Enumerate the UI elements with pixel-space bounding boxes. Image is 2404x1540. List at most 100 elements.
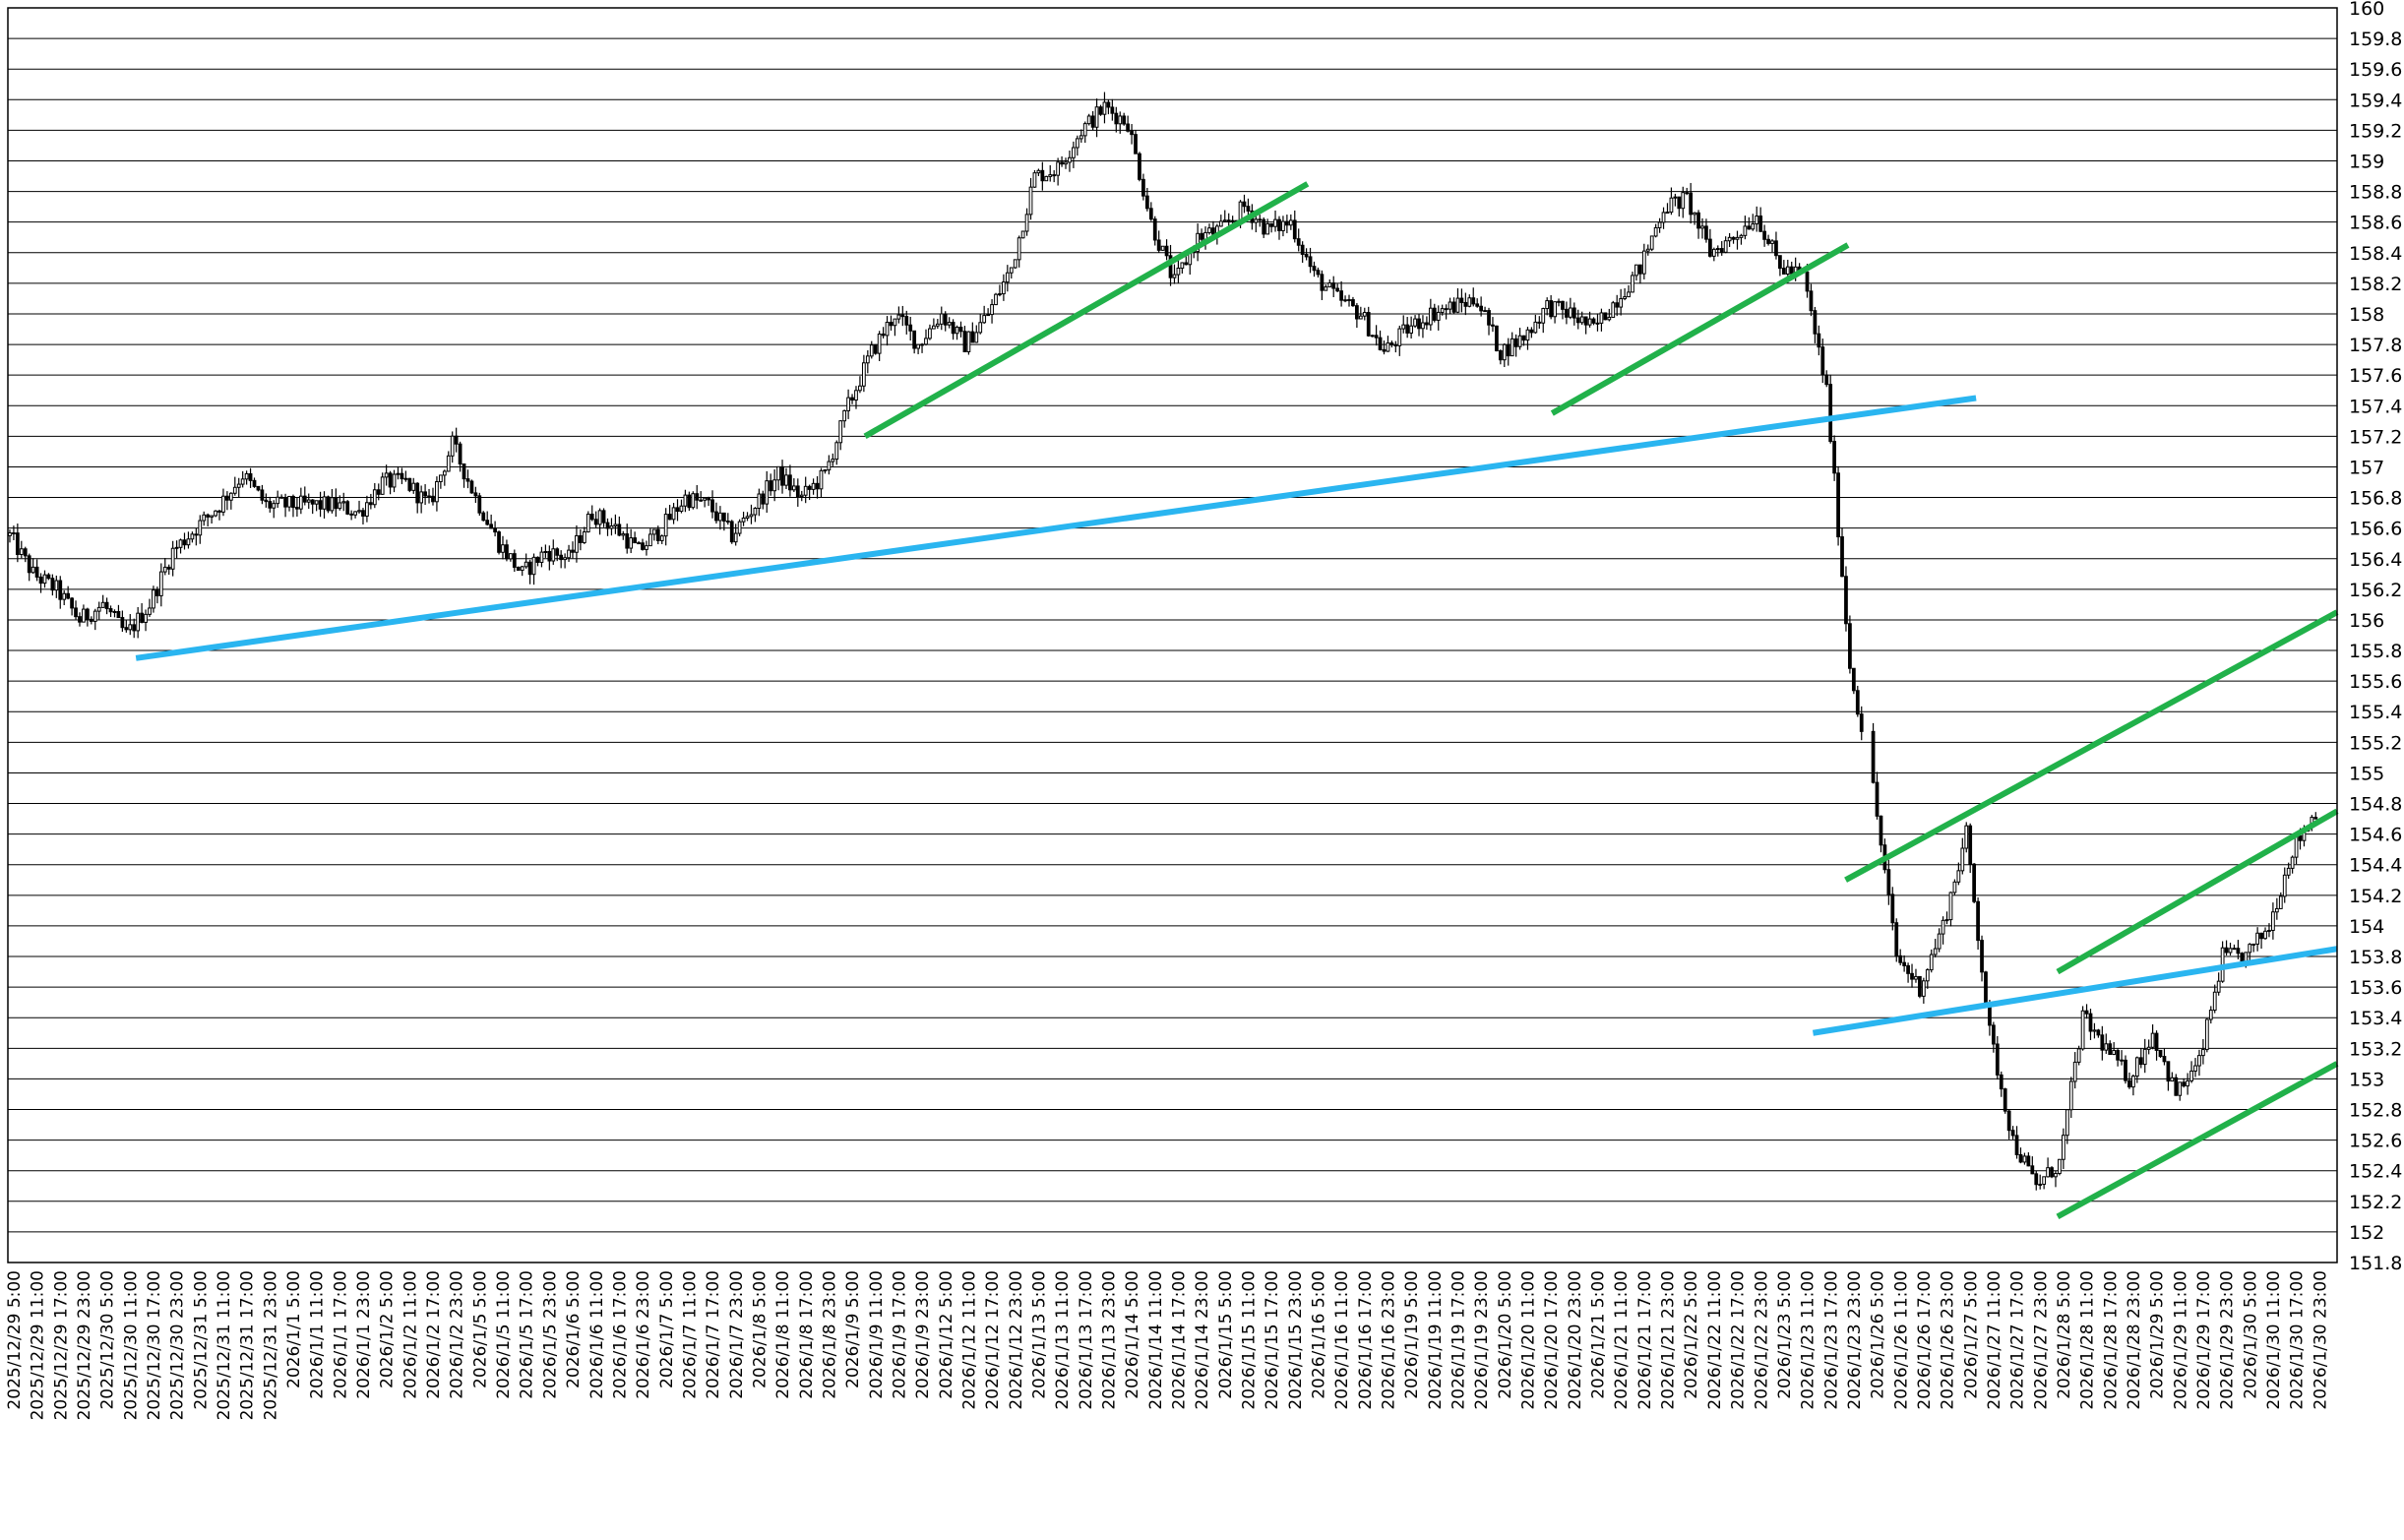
candle-body bbox=[1906, 964, 1910, 974]
candle-body bbox=[597, 510, 602, 525]
candle-body bbox=[1840, 536, 1844, 578]
candle-body bbox=[442, 470, 447, 476]
candle-body bbox=[1755, 216, 1759, 225]
candle-body bbox=[1024, 214, 1029, 232]
candle-body bbox=[155, 589, 159, 596]
candle-body bbox=[753, 508, 758, 516]
candle-body bbox=[811, 482, 816, 490]
candle-body bbox=[1358, 315, 1363, 320]
candle-body bbox=[745, 516, 750, 519]
x-tick-label: 2025/12/30 17:00 bbox=[145, 1270, 164, 1420]
candle-body bbox=[2197, 1055, 2201, 1067]
x-tick-label: 2026/1/2 17:00 bbox=[424, 1270, 444, 1399]
candle-body bbox=[1918, 975, 1922, 997]
candle-body bbox=[1653, 226, 1658, 237]
candle-body bbox=[555, 548, 560, 556]
candle-body bbox=[932, 325, 936, 330]
candle-body bbox=[116, 610, 121, 619]
candle-body bbox=[1428, 307, 1433, 326]
candle-body bbox=[1072, 147, 1076, 158]
candle-body bbox=[707, 497, 710, 501]
candle-body bbox=[889, 322, 894, 327]
candle-body bbox=[1028, 186, 1033, 216]
candle-body bbox=[158, 571, 163, 596]
y-tick-label: 156.6 bbox=[2349, 519, 2402, 540]
candle-body bbox=[850, 397, 854, 401]
candle-body bbox=[1246, 206, 1251, 212]
candle-body bbox=[1607, 316, 1612, 321]
candle-body bbox=[1082, 123, 1087, 137]
candle-body bbox=[1148, 208, 1153, 220]
candle-body bbox=[1222, 219, 1227, 222]
candle-body bbox=[1036, 169, 1041, 174]
candle-body bbox=[2154, 1032, 2159, 1051]
candle-body bbox=[2076, 1048, 2081, 1063]
x-tick-label: 2026/1/15 23:00 bbox=[1286, 1270, 1306, 1410]
candle-body bbox=[392, 473, 397, 488]
candle-body bbox=[407, 477, 412, 491]
candle-body bbox=[497, 531, 501, 553]
x-tick-label: 2026/1/8 17:00 bbox=[797, 1270, 817, 1399]
candle-body bbox=[1110, 106, 1115, 114]
candle-body bbox=[858, 385, 862, 392]
candle-body bbox=[202, 514, 207, 522]
candle-body bbox=[1308, 256, 1313, 268]
y-tick-label: 159 bbox=[2349, 151, 2384, 172]
candle-body bbox=[1645, 248, 1650, 252]
candle-body bbox=[943, 313, 948, 326]
candle-body bbox=[788, 474, 792, 491]
candle-body bbox=[2072, 1061, 2077, 1082]
x-tick-label: 2026/1/29 23:00 bbox=[2218, 1270, 2238, 1410]
candle-body bbox=[1262, 218, 1266, 235]
candle-body bbox=[2088, 1013, 2093, 1032]
x-tick-label: 2025/12/29 11:00 bbox=[29, 1270, 48, 1420]
candle-body bbox=[1611, 302, 1616, 318]
candle-body bbox=[1440, 308, 1445, 313]
candle-body bbox=[567, 549, 571, 559]
candle-body bbox=[900, 314, 905, 318]
x-tick-label: 2025/12/30 11:00 bbox=[121, 1270, 141, 1420]
candle-body bbox=[1130, 130, 1134, 136]
y-tick-label: 157.8 bbox=[2349, 335, 2402, 356]
candle-body bbox=[1180, 262, 1185, 270]
candle-body bbox=[1254, 218, 1259, 223]
candle-body bbox=[2127, 1079, 2131, 1088]
candle-body bbox=[1044, 175, 1049, 182]
candle-body bbox=[2120, 1059, 2124, 1062]
candle-body bbox=[1265, 222, 1270, 235]
candle-body bbox=[827, 461, 832, 471]
candle-body bbox=[431, 495, 435, 503]
candle-body bbox=[1017, 237, 1021, 261]
candle-body bbox=[1068, 156, 1072, 163]
candle-body bbox=[2010, 1130, 2015, 1137]
candle-body bbox=[1459, 297, 1464, 303]
candle-body bbox=[298, 495, 303, 510]
candle-body bbox=[89, 618, 93, 622]
candle-body bbox=[1533, 321, 1538, 334]
candle-body bbox=[1704, 225, 1708, 240]
candle-body bbox=[2084, 1010, 2089, 1015]
candle-body bbox=[799, 494, 804, 498]
candle-body bbox=[287, 495, 291, 508]
candle-body bbox=[2170, 1077, 2175, 1082]
candle-body bbox=[2182, 1081, 2187, 1087]
candle-body bbox=[1296, 238, 1301, 246]
candle-body bbox=[104, 601, 109, 610]
x-tick-label: 2025/12/29 17:00 bbox=[51, 1270, 71, 1420]
candle-body bbox=[1561, 300, 1565, 310]
candle-body bbox=[601, 510, 606, 524]
candle-body bbox=[438, 474, 443, 482]
candle-body bbox=[1665, 212, 1670, 215]
candle-body bbox=[1284, 220, 1289, 226]
candle-body bbox=[2065, 1109, 2069, 1137]
candle-body bbox=[210, 515, 214, 518]
candle-body bbox=[2178, 1081, 2183, 1096]
candle-body bbox=[893, 318, 897, 327]
candle-body bbox=[1890, 893, 1895, 924]
candle-body bbox=[214, 510, 217, 517]
candle-body bbox=[951, 322, 955, 335]
candle-body bbox=[1599, 312, 1604, 324]
candle-body bbox=[1898, 955, 1903, 963]
candle-body bbox=[15, 532, 20, 555]
x-tick-label: 2026/1/5 23:00 bbox=[540, 1270, 560, 1399]
